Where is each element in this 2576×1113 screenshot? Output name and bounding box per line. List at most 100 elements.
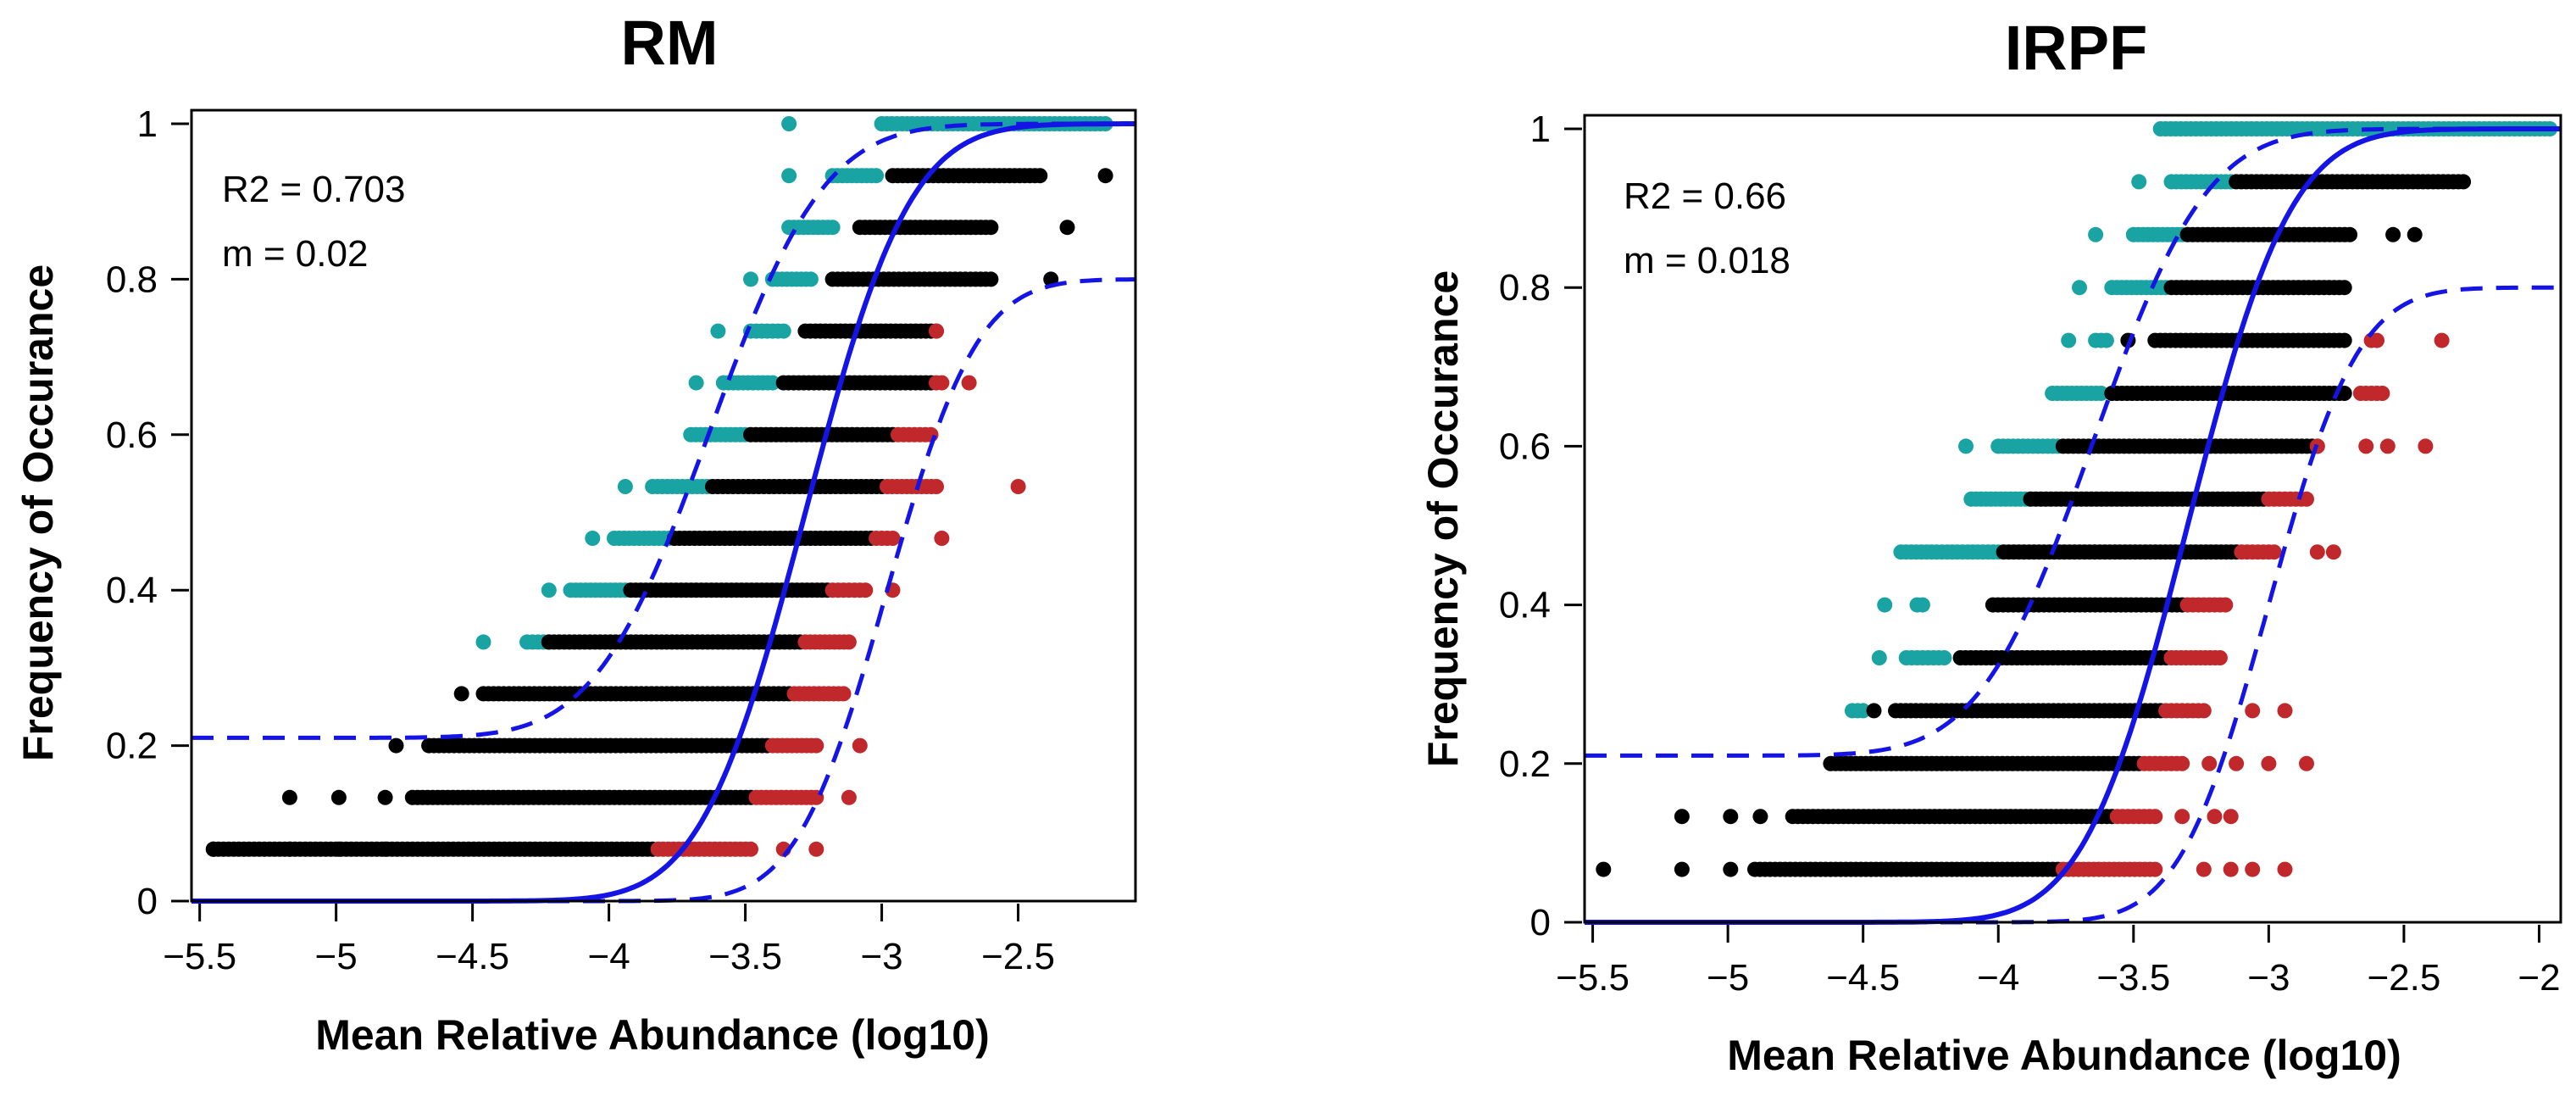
x-tick-label: −5.5 — [163, 936, 236, 977]
point-within-prediction — [1752, 809, 1768, 825]
point-above-prediction — [802, 271, 819, 287]
x-axis: −5.5 −5 −4.5 −4 −3.5 −3 −2.5 −2 — [1556, 925, 2561, 999]
y-tick-label: 0.2 — [106, 726, 158, 767]
point-below-prediction — [929, 479, 944, 494]
point-above-prediction — [688, 375, 704, 391]
x-tick-label: −5.5 — [1556, 957, 1629, 999]
y-tick-label: 0.6 — [1499, 426, 1551, 467]
point-within-prediction — [1723, 861, 1739, 877]
point-within-prediction — [2407, 226, 2423, 242]
point-below-prediction — [1010, 479, 1026, 494]
point-within-prediction — [453, 686, 469, 702]
y-tick-label: 0.8 — [1499, 267, 1551, 309]
r2-annotation: R2 = 0.703 — [222, 169, 406, 210]
x-tick-label: −2 — [2518, 957, 2560, 999]
x-tick-label: −3.5 — [2096, 957, 2170, 999]
x-tick-label: −3 — [2247, 957, 2290, 999]
plot-frame — [1583, 114, 2562, 924]
point-within-prediction — [1059, 220, 1075, 236]
point-below-prediction — [841, 634, 857, 650]
data-points — [1596, 121, 2558, 877]
point-below-prediction — [885, 531, 901, 546]
point-above-prediction — [2061, 332, 2077, 348]
point-below-prediction — [2277, 703, 2293, 719]
point-above-prediction — [710, 323, 726, 339]
point-within-prediction — [2342, 226, 2358, 242]
point-below-prediction — [2277, 861, 2293, 877]
y-axis-label: Frequency of Occurance — [14, 264, 62, 761]
y-tick-label: 0 — [137, 881, 158, 922]
point-below-prediction — [858, 582, 874, 598]
point-within-prediction — [983, 220, 999, 236]
plot-frame — [190, 109, 1137, 903]
point-within-prediction — [330, 841, 347, 857]
point-above-prediction — [1855, 703, 1871, 719]
m-annotation: m = 0.02 — [222, 233, 368, 275]
y-tick-label: 0.2 — [1499, 743, 1551, 785]
point-below-prediction — [2299, 491, 2314, 507]
point-below-prediction — [2223, 861, 2239, 877]
point-within-prediction — [1097, 168, 1113, 184]
x-axis: −5.5 −5 −4.5 −4 −3.5 −3 −2.5 — [163, 904, 1055, 977]
point-above-prediction — [2131, 174, 2147, 190]
point-within-prediction — [1866, 703, 1882, 719]
point-above-prediction — [2098, 332, 2114, 348]
point-below-prediction — [2245, 861, 2261, 877]
point-within-prediction — [1032, 168, 1048, 184]
point-below-prediction — [2418, 438, 2434, 454]
y-axis: 0 0.2 0.4 0.6 0.8 1 — [106, 103, 189, 922]
point-within-prediction — [2336, 280, 2352, 296]
point-above-prediction — [1936, 650, 1952, 665]
y-tick-label: 0.8 — [106, 259, 158, 300]
point-below-prediction — [934, 531, 950, 546]
point-above-prediction — [541, 582, 557, 598]
y-tick-label: 0.6 — [106, 415, 158, 456]
y-tick-label: 1 — [1530, 109, 1551, 150]
point-below-prediction — [2309, 544, 2325, 560]
point-within-prediction — [330, 789, 347, 805]
point-below-prediction — [2147, 809, 2163, 825]
point-above-prediction — [2088, 226, 2104, 242]
point-below-prediction — [852, 737, 868, 754]
x-tick-label: −2.5 — [2367, 957, 2440, 999]
x-tick-label: −5 — [1707, 957, 1749, 999]
point-within-prediction — [983, 271, 999, 287]
y-tick-label: 1 — [137, 103, 158, 145]
upper-confidence-curve — [192, 121, 1135, 740]
point-within-prediction — [377, 789, 393, 805]
y-axis: 0 0.2 0.4 0.6 0.8 1 — [1499, 109, 1582, 943]
point-below-prediction — [2196, 703, 2212, 719]
point-above-prediction — [764, 375, 780, 391]
point-below-prediction — [2174, 755, 2190, 771]
x-tick-label: −3 — [860, 936, 902, 977]
point-above-prediction — [869, 168, 885, 184]
r2-annotation: R2 = 0.66 — [1624, 175, 1786, 217]
point-above-prediction — [585, 531, 601, 546]
x-axis-label: Mean Relative Abundance (log10) — [1727, 1032, 2401, 1079]
point-below-prediction — [2174, 809, 2190, 825]
point-within-prediction — [377, 841, 393, 857]
point-below-prediction — [2261, 755, 2277, 771]
point-within-prediction — [281, 841, 297, 857]
m-annotation: m = 0.018 — [1624, 240, 1790, 281]
point-below-prediction — [743, 841, 758, 857]
point-below-prediction — [2223, 809, 2239, 825]
point-below-prediction — [2299, 755, 2314, 771]
point-below-prediction — [923, 426, 939, 442]
point-below-prediction — [2374, 386, 2390, 401]
chart-title: RM — [620, 8, 718, 78]
point-above-prediction — [1871, 650, 1887, 665]
point-above-prediction — [617, 479, 633, 494]
x-tick-label: −4.5 — [436, 936, 509, 977]
point-above-prediction — [2093, 386, 2109, 401]
x-tick-label: −5 — [315, 936, 358, 977]
y-axis-label: Frequency of Occurance — [1419, 270, 1467, 767]
point-below-prediction — [2212, 650, 2228, 665]
point-below-prediction — [934, 375, 950, 391]
point-above-prediction — [781, 116, 797, 131]
point-above-prediction — [781, 168, 797, 184]
point-within-prediction — [2385, 226, 2401, 242]
point-below-prediction — [2434, 332, 2450, 348]
point-within-prediction — [1596, 861, 1612, 877]
